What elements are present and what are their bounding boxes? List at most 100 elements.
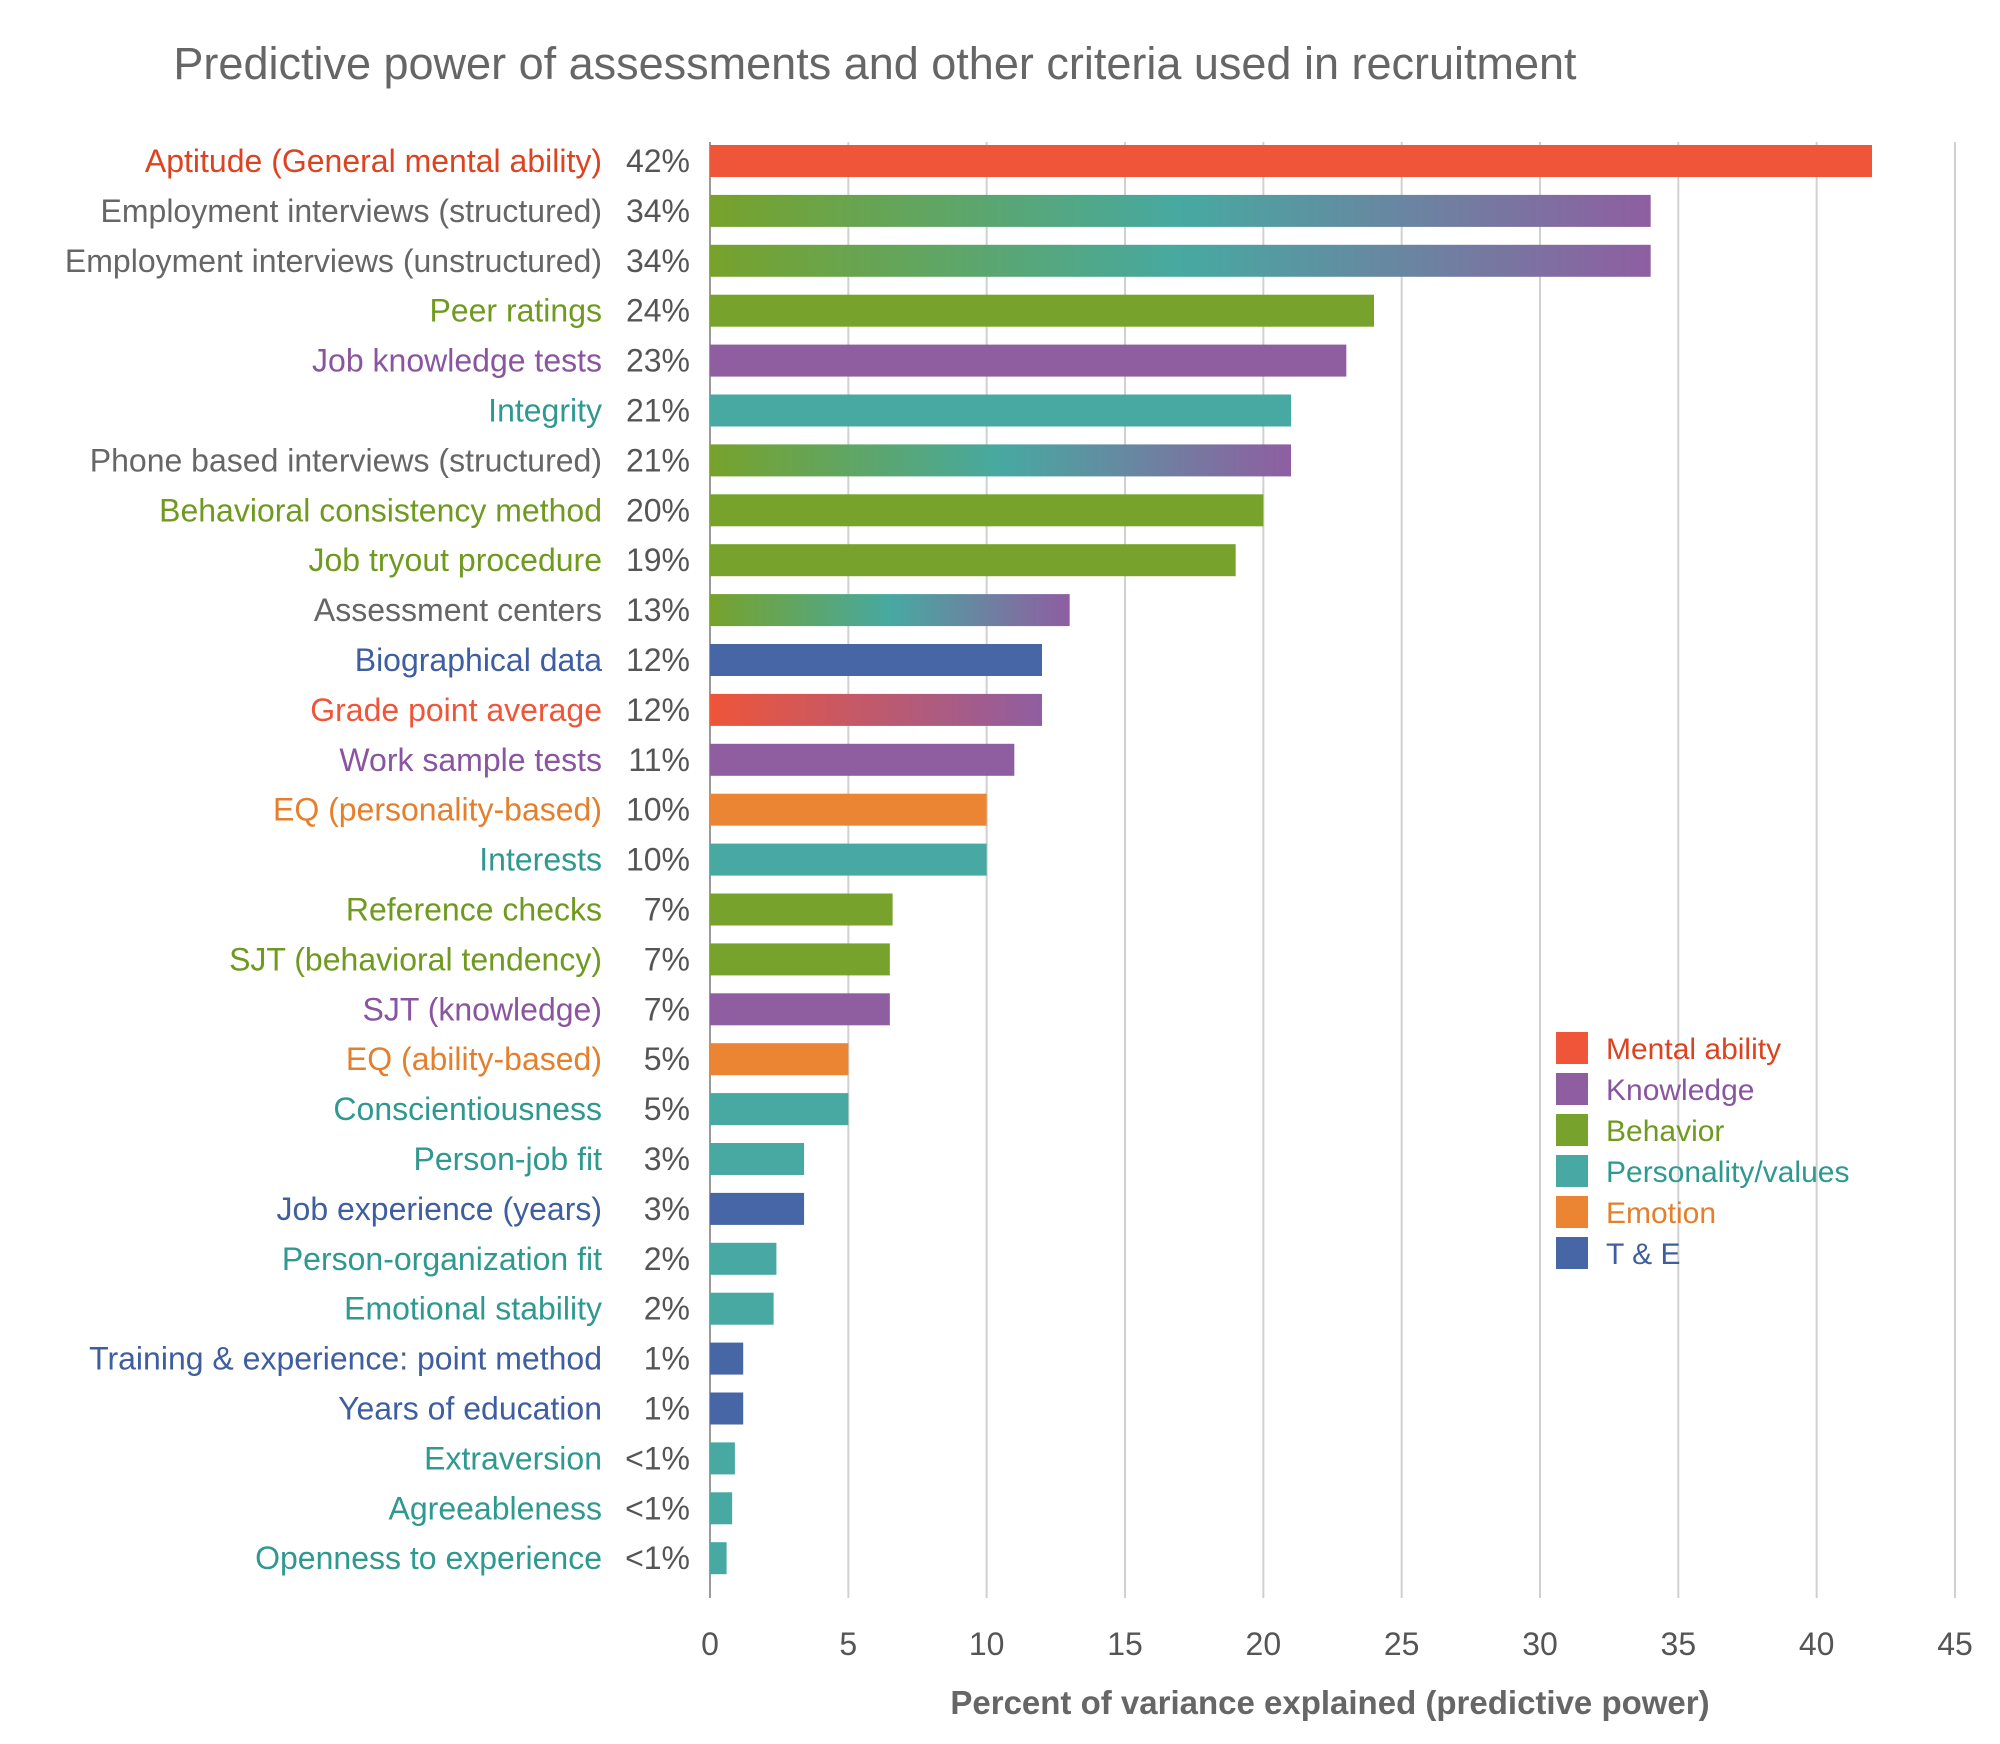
x-tick-label: 5 xyxy=(839,1626,857,1662)
bar xyxy=(710,1292,774,1325)
bar xyxy=(710,1192,805,1225)
value-label: 5% xyxy=(644,1091,690,1127)
legend-label: Emotion xyxy=(1606,1197,1716,1230)
x-tick-label: 45 xyxy=(1937,1626,1973,1662)
category-label: Person-organization fit xyxy=(282,1241,602,1277)
category-label: Peer ratings xyxy=(429,293,602,329)
category-label: Integrity xyxy=(488,393,602,429)
bar xyxy=(710,294,1374,327)
bar xyxy=(710,1242,777,1275)
bars xyxy=(710,145,1872,1575)
category-label: Interests xyxy=(479,842,602,878)
bar xyxy=(710,344,1347,377)
bar xyxy=(710,943,890,976)
value-label: 10% xyxy=(626,842,690,878)
bar xyxy=(710,993,890,1026)
legend-label: Mental ability xyxy=(1606,1033,1781,1066)
bar xyxy=(710,244,1651,277)
bar xyxy=(710,843,987,876)
value-label: 2% xyxy=(644,1291,690,1327)
legend-swatch xyxy=(1556,1114,1588,1146)
category-label: Training & experience: point method xyxy=(89,1341,602,1377)
category-label: Openness to experience xyxy=(255,1540,602,1576)
category-label: Reference checks xyxy=(346,892,602,928)
category-label: Job experience (years) xyxy=(277,1191,602,1227)
category-label: Years of education xyxy=(338,1391,602,1427)
category-labels: Aptitude (General mental ability) 42% Empl… xyxy=(65,143,690,1576)
category-label: Agreeableness xyxy=(389,1490,602,1526)
x-axis-label: Percent of variance explained (predictiv… xyxy=(950,1684,1709,1721)
bar xyxy=(710,893,893,926)
bar xyxy=(710,494,1264,527)
value-label: 34% xyxy=(626,193,690,229)
category-label: Emotional stability xyxy=(344,1291,602,1327)
x-tick-label: 35 xyxy=(1661,1626,1697,1662)
value-label: <1% xyxy=(625,1490,690,1526)
bar xyxy=(710,1542,727,1575)
value-label: 1% xyxy=(644,1391,690,1427)
x-tick-label: 25 xyxy=(1384,1626,1420,1662)
category-label: Job knowledge tests xyxy=(312,343,602,379)
value-label: <1% xyxy=(625,1440,690,1476)
legend: Mental ability Knowledge Behavior Personali… xyxy=(1556,1032,1849,1271)
bar xyxy=(710,194,1651,227)
value-label: 11% xyxy=(628,742,690,778)
bar xyxy=(710,1143,805,1175)
category-label: Person-job fit xyxy=(413,1141,602,1177)
legend-swatch xyxy=(1556,1155,1588,1187)
category-label: SJT (behavioral tendency) xyxy=(229,941,602,977)
category-label: Assessment centers xyxy=(314,592,602,628)
value-label: 7% xyxy=(644,991,690,1027)
value-label: 23% xyxy=(626,343,690,379)
x-tick-label: 0 xyxy=(701,1626,719,1662)
legend-label: T & E xyxy=(1606,1238,1680,1271)
category-label: Extraversion xyxy=(424,1440,602,1476)
value-label: 12% xyxy=(626,692,690,728)
category-label: Job tryout procedure xyxy=(309,542,603,578)
bar xyxy=(710,644,1042,676)
legend-label: Knowledge xyxy=(1606,1074,1754,1107)
value-label: 12% xyxy=(626,642,690,678)
value-label: 7% xyxy=(644,941,690,977)
category-label: Employment interviews (unstructured) xyxy=(65,243,602,279)
value-label: 5% xyxy=(644,1041,690,1077)
x-tick-label: 30 xyxy=(1522,1626,1558,1662)
legend-swatch xyxy=(1556,1073,1588,1105)
bar xyxy=(710,145,1872,177)
value-label: 3% xyxy=(644,1141,690,1177)
legend-label: Personality/values xyxy=(1606,1156,1849,1189)
value-label: 7% xyxy=(644,892,690,928)
legend-label: Behavior xyxy=(1606,1115,1724,1148)
value-label: <1% xyxy=(625,1540,690,1576)
value-label: 24% xyxy=(626,293,690,329)
bar xyxy=(710,743,1015,776)
category-label: EQ (personality-based) xyxy=(273,792,602,828)
x-tick-label: 20 xyxy=(1246,1626,1282,1662)
category-label: Phone based interviews (structured) xyxy=(90,442,602,478)
bar xyxy=(710,544,1236,577)
category-label: Conscientiousness xyxy=(333,1091,602,1127)
category-label: SJT (knowledge) xyxy=(362,991,602,1027)
category-label: Employment interviews (structured) xyxy=(101,193,602,229)
bar xyxy=(710,594,1070,627)
value-label: 2% xyxy=(644,1241,690,1277)
legend-swatch xyxy=(1556,1032,1588,1064)
value-label: 42% xyxy=(626,143,690,179)
category-label: Work sample tests xyxy=(339,742,602,778)
bar xyxy=(710,1093,849,1126)
x-tick-label: 40 xyxy=(1799,1626,1835,1662)
legend-swatch xyxy=(1556,1237,1588,1269)
category-label: Aptitude (General mental ability) xyxy=(145,143,602,179)
value-label: 10% xyxy=(626,792,690,828)
x-axis: 0 5 10 15 20 25 30 35 40 45 xyxy=(701,1626,1973,1662)
category-label: Behavioral consistency method xyxy=(159,492,602,528)
legend-swatch xyxy=(1556,1196,1588,1228)
bar xyxy=(710,1492,733,1525)
value-label: 13% xyxy=(626,592,690,628)
category-label: Biographical data xyxy=(355,642,602,678)
value-label: 19% xyxy=(626,542,690,578)
category-label: EQ (ability-based) xyxy=(346,1041,602,1077)
value-label: 20% xyxy=(626,492,690,528)
category-label: Grade point average xyxy=(310,692,602,728)
